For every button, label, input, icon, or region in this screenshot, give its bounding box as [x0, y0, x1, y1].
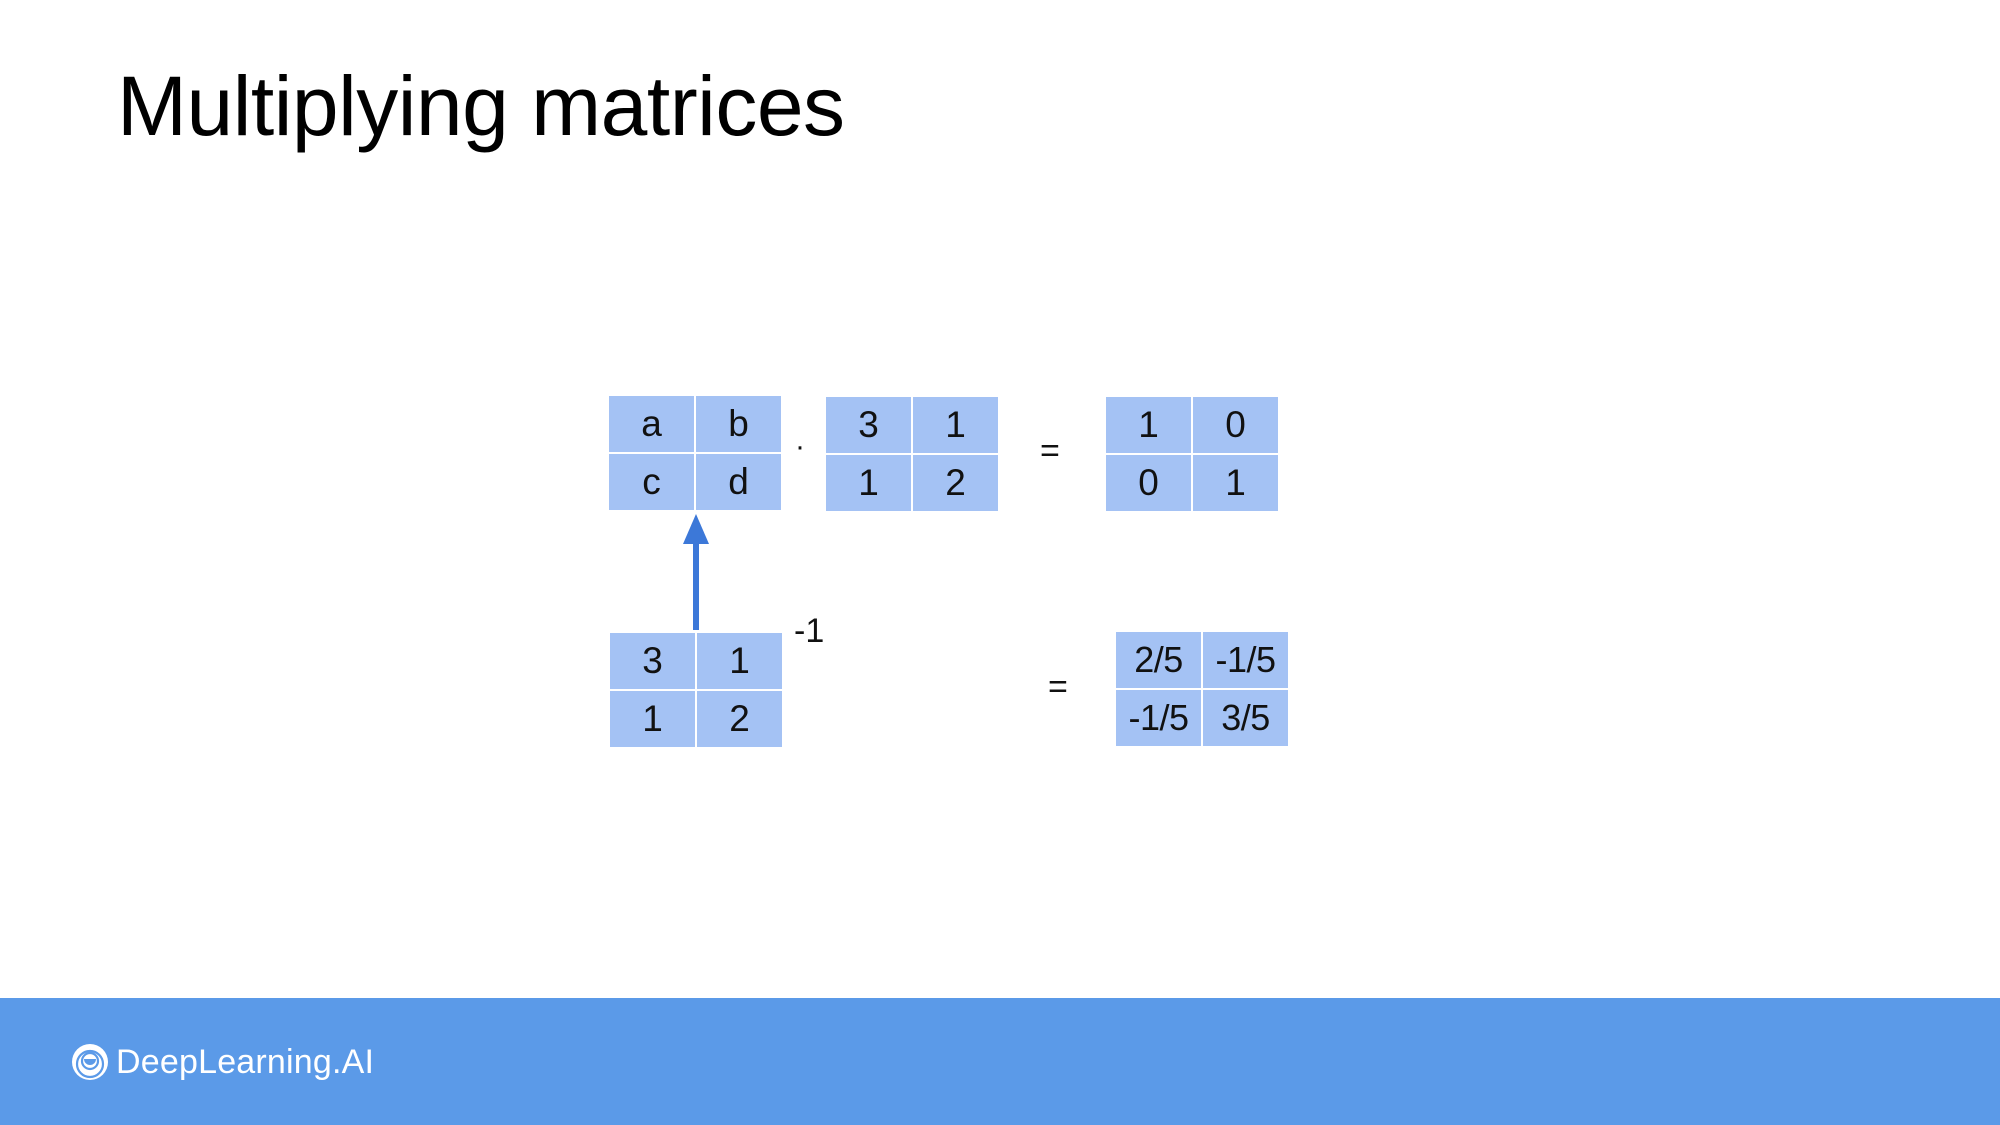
matrix-identity: 1 0 0 1 — [1106, 397, 1278, 511]
matrix-cell: c — [609, 454, 694, 510]
brand-name: DeepLearning.AI — [116, 1042, 375, 1081]
matrix-cell: 1 — [1193, 455, 1278, 511]
matrix-cell: 0 — [1193, 397, 1278, 453]
matrix-cell: 1 — [610, 691, 695, 747]
matrix-cell: 3 — [826, 397, 911, 453]
matrix-cell: 2 — [913, 455, 998, 511]
matrix-cell: 1 — [913, 397, 998, 453]
matrix-cell: a — [609, 396, 694, 452]
brand: DeepLearning.AI — [70, 1042, 374, 1082]
dot-operator: · — [795, 430, 805, 463]
matrix-cell: 0 — [1106, 455, 1191, 511]
up-arrow-icon — [683, 514, 709, 630]
matrix-cell: 1 — [697, 633, 782, 689]
matrix-cell: 1 — [1106, 397, 1191, 453]
equals-sign: = — [1048, 668, 1068, 706]
matrix-cell: b — [696, 396, 781, 452]
matrix-a: 3 1 1 2 — [826, 397, 998, 511]
matrix-cell: -1/5 — [1116, 690, 1201, 746]
slide-title: Multiplying matrices — [117, 59, 845, 153]
matrix-cell: d — [696, 454, 781, 510]
matrix-inverse-result: 2/5 -1/5 -1/5 3/5 — [1116, 632, 1288, 746]
matrix-cell: 1 — [826, 455, 911, 511]
matrix-cell: -1/5 — [1203, 632, 1288, 688]
matrix-cell: 3 — [610, 633, 695, 689]
deeplearning-ai-logo-icon — [72, 1044, 108, 1080]
inverse-exponent: -1 — [794, 612, 825, 650]
matrix-cell: 3/5 — [1203, 690, 1288, 746]
matrix-cell: 2 — [697, 691, 782, 747]
footer-bar — [0, 998, 2000, 1125]
matrix-cell: 2/5 — [1116, 632, 1201, 688]
equals-sign: = — [1040, 432, 1060, 470]
matrix-unknown: a b c d — [609, 396, 781, 510]
matrix-inverse-source: 3 1 1 2 — [610, 633, 782, 747]
